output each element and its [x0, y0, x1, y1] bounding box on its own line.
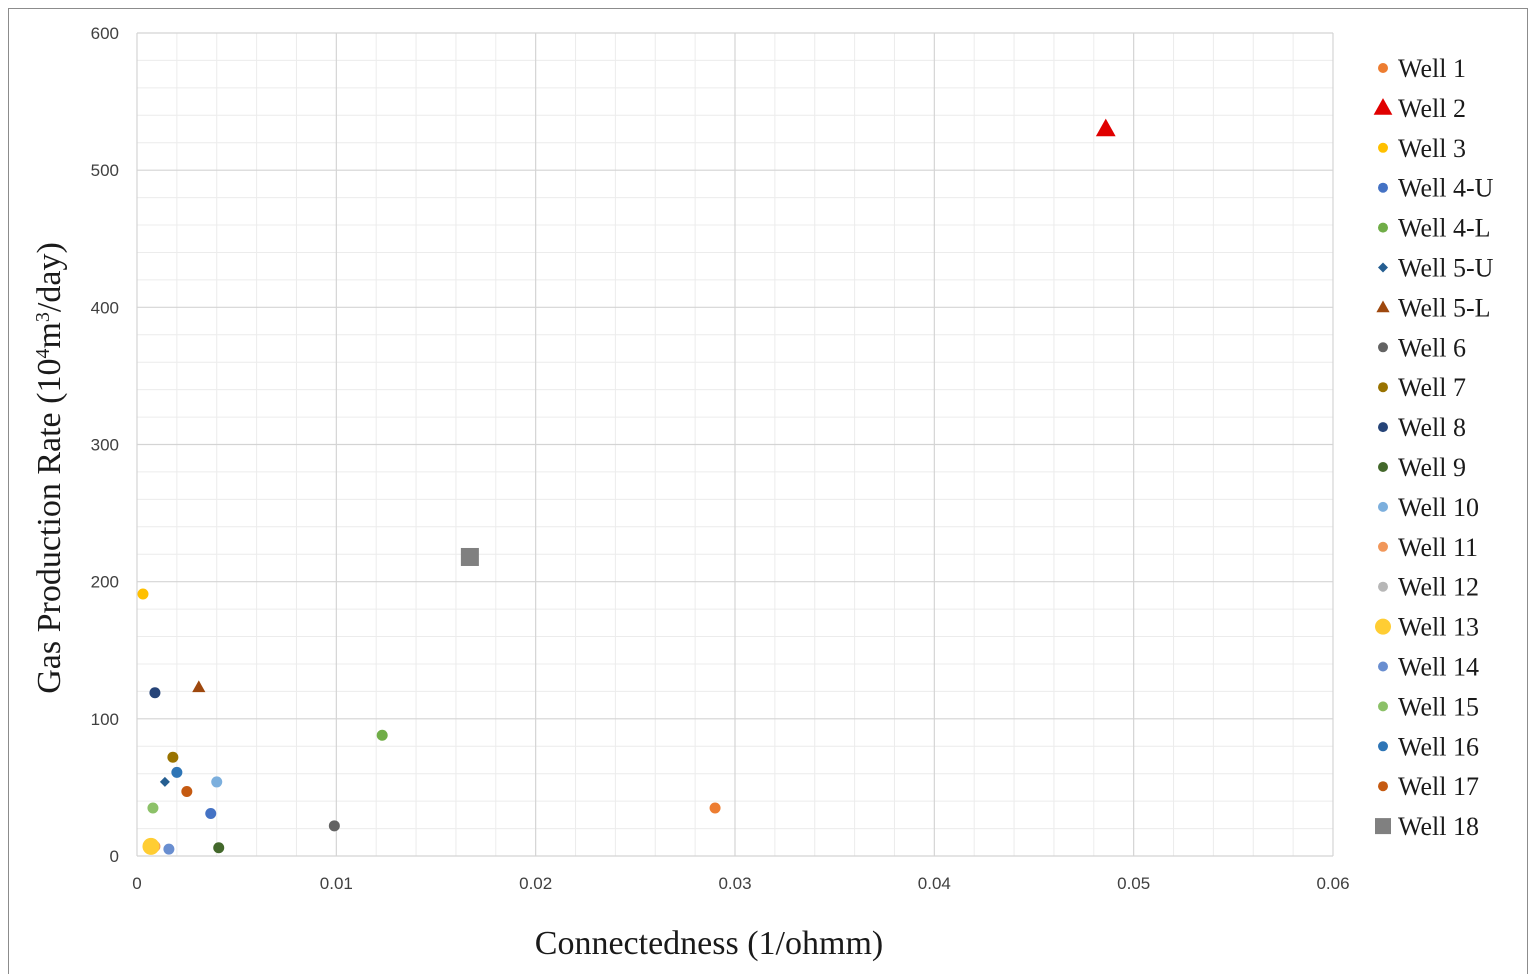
- data-point-well-3: [137, 588, 149, 600]
- data-point-well-10: [211, 776, 223, 788]
- x-tick-label: 0: [132, 874, 141, 893]
- legend-label: Well 13: [1398, 613, 1479, 642]
- data-point-well-4-u: [205, 807, 217, 819]
- legend: Well 1 Well 2 Well 3 Well 4-U Well 4-L Well 5…: [1373, 54, 1494, 841]
- legend-label: Well 4-L: [1398, 214, 1491, 243]
- y-tick-label: 500: [91, 161, 119, 180]
- legend-label: Well 1: [1398, 54, 1466, 83]
- legend-marker-well-9: [1378, 462, 1388, 472]
- legend-marker-well-4-l: [1378, 222, 1388, 233]
- legend-label: Well 3: [1398, 134, 1466, 163]
- legend-marker-well-10: [1378, 501, 1388, 512]
- legend-label: Well 16: [1398, 732, 1479, 761]
- legend-label: Well 5-L: [1398, 293, 1491, 322]
- data-point-well-15: [147, 802, 159, 814]
- y-tick-label: 0: [110, 847, 119, 866]
- data-point-well-17: [181, 786, 193, 798]
- legend-marker-well-1: [1378, 63, 1388, 73]
- legend-label: Well 11: [1398, 533, 1478, 562]
- x-tick-label: 0.05: [1117, 874, 1150, 893]
- data-point-well-16: [171, 766, 183, 778]
- y-tick-label: 300: [91, 436, 119, 455]
- x-tick-label: 0.01: [320, 874, 353, 893]
- x-tick-label: 0.06: [1316, 874, 1349, 893]
- major-gridlines: [136, 32, 1334, 857]
- data-points: [137, 118, 1116, 855]
- legend-marker-well-3: [1378, 142, 1388, 153]
- x-tick-label: 0.02: [519, 874, 552, 893]
- legend-label: Well 12: [1398, 573, 1479, 602]
- y-axis-title: Gas Production Rate (104m3/day): [31, 242, 68, 694]
- legend-label: Well 7: [1398, 373, 1466, 402]
- legend-label: Well 8: [1398, 413, 1466, 442]
- y-tick-label: 400: [91, 298, 119, 317]
- y-axis-title-part-1: Gas Production Rate (10: [31, 359, 68, 694]
- legend-marker-well-14: [1378, 661, 1388, 672]
- legend-marker-well-7: [1378, 382, 1388, 393]
- data-point-well-2: [1095, 118, 1116, 137]
- legend-label: Well 4-U: [1398, 174, 1494, 203]
- legend-label: Well 15: [1398, 692, 1479, 721]
- legend-marker-well-4-u: [1378, 182, 1388, 193]
- y-axis-title-superscript-1: 4: [32, 349, 54, 359]
- legend-marker-well-16: [1378, 741, 1388, 752]
- data-point-well-6: [328, 820, 340, 832]
- legend-marker-well-8: [1378, 422, 1388, 433]
- data-point-well-14: [163, 843, 175, 855]
- data-point-well-13: [142, 837, 160, 855]
- legend-label: Well 2: [1398, 94, 1466, 123]
- legend-label: Well 17: [1398, 772, 1479, 801]
- chart-frame: [8, 8, 1528, 974]
- legend-marker-well-13: [1375, 618, 1391, 635]
- legend-marker-well-17: [1378, 781, 1388, 792]
- y-tick-label: 200: [91, 573, 119, 592]
- legend-label: Well 18: [1398, 812, 1479, 841]
- y-axis-title-superscript-2: 3: [32, 312, 54, 322]
- data-point-well-8: [149, 687, 161, 699]
- legend-label: Well 9: [1398, 453, 1466, 482]
- data-point-well-9: [213, 842, 225, 854]
- legend-label: Well 5-U: [1398, 254, 1494, 283]
- legend-marker-well-11: [1378, 541, 1388, 552]
- legend-label: Well 6: [1398, 333, 1466, 362]
- data-point-well-18: [460, 547, 479, 566]
- data-point-well-4-l: [376, 729, 388, 741]
- y-tick-label: 100: [91, 710, 119, 729]
- data-point-well-5-l: [192, 680, 206, 693]
- legend-marker-well-18: [1375, 818, 1391, 835]
- data-point-well-1: [709, 802, 721, 814]
- y-axis-title-part-2: m: [31, 322, 68, 348]
- y-axis-title-part-3: /day): [31, 242, 68, 312]
- legend-marker-well-12: [1378, 581, 1388, 592]
- legend-marker-well-15: [1378, 701, 1388, 712]
- y-tick-label: 600: [91, 24, 119, 43]
- x-axis-title: Connectedness (1/ohmm): [535, 925, 883, 962]
- legend-marker-well-5-l: [1376, 300, 1390, 313]
- legend-marker-well-6: [1378, 342, 1388, 353]
- data-point-well-7: [167, 751, 179, 763]
- x-tick-label: 0.04: [918, 874, 951, 893]
- y-axis-ticks: 0 100 200 300 400 500 600: [91, 24, 119, 866]
- x-axis-ticks: 0 0.01 0.02 0.03 0.04 0.05 0.06: [132, 874, 1349, 893]
- legend-label: Well 10: [1398, 493, 1479, 522]
- x-tick-label: 0.03: [718, 874, 751, 893]
- legend-marker-well-5-u: [1378, 262, 1388, 273]
- legend-label: Well 14: [1398, 653, 1479, 682]
- data-point-well-5-u: [159, 776, 170, 787]
- legend-marker-well-2: [1373, 98, 1393, 115]
